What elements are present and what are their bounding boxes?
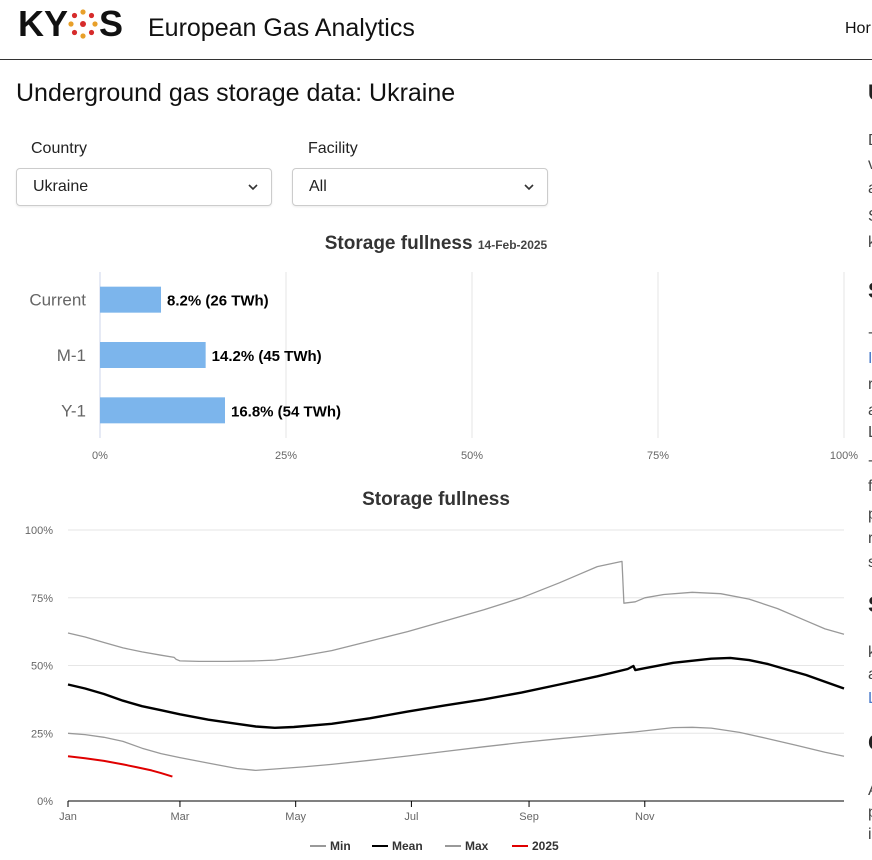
right-column-text: k (868, 644, 872, 661)
line-y-tick-label: 0% (37, 796, 53, 808)
facility-select-value: All (309, 178, 327, 195)
right-column-text: a (868, 180, 872, 198)
country-select-value: Ukraine (33, 178, 89, 195)
bar-x-tick-label: 0% (92, 450, 108, 462)
right-column-text: i (868, 826, 872, 843)
nav-home-link[interactable]: Hor (845, 20, 871, 37)
logo-o-dots (68, 9, 98, 39)
bar-data-label: 8.2% (26 TWh) (167, 293, 269, 310)
legend-item-max: Max (465, 839, 489, 853)
bar-current (100, 286, 162, 313)
line-x-tick-label: Sep (519, 811, 539, 823)
series-line-2025 (67, 755, 173, 778)
kyos-logo[interactable]: KY S (18, 6, 130, 42)
bar-m-1 (100, 342, 206, 368)
line-x-tick-label: Jul (404, 811, 418, 823)
line-x-tick-label: Jan (59, 811, 77, 823)
logo-text-s: S (99, 6, 123, 42)
right-column-text: D (868, 132, 872, 150)
right-column-text: a (868, 402, 872, 420)
right-column-text: s (868, 554, 872, 571)
line-chart-title: Storage fullness (362, 489, 510, 510)
legend-item-mean: Mean (392, 839, 423, 853)
site-title[interactable]: European Gas Analytics (148, 14, 415, 42)
bar-x-tick-label: 25% (275, 450, 297, 462)
bar-category-label: M-1 (57, 346, 86, 365)
right-column-text[interactable]: L (868, 690, 872, 708)
line-y-tick-label: 25% (31, 728, 53, 740)
bar-chart-title-text: Storage fullness (324, 233, 473, 254)
line-chart: 0% 25% 50% 75% 100% Jan Mar May Jul Sep Nov Min Mean… (25, 525, 845, 853)
page-title: Underground gas storage data: Ukraine (16, 79, 456, 107)
legend-item-2025: 2025 (532, 839, 559, 853)
line-x-tick-label: May (285, 811, 306, 823)
right-column-text: L (868, 424, 872, 442)
bar-x-tick-label: 75% (647, 450, 669, 462)
bar-category-label: Y-1 (61, 401, 86, 420)
right-column-text[interactable]: I (868, 350, 872, 367)
bar-x-tick-label: 100% (830, 450, 858, 462)
line-y-tick-label: 50% (31, 661, 53, 673)
facility-label: Facility (308, 140, 358, 157)
series-line-mean (67, 656, 845, 729)
right-column-text: k (868, 234, 872, 251)
right-column-text: A (868, 782, 872, 800)
right-column-heading: S (868, 278, 872, 304)
line-y-tick-label: 100% (25, 525, 53, 537)
right-column-text: a (868, 666, 872, 684)
right-column-heading: S (868, 592, 872, 618)
right-column-text: f (868, 478, 872, 495)
line-x-tick-label: Nov (635, 811, 655, 823)
right-column-text: p (868, 506, 872, 524)
right-column: UDvaSkS-IraL-fprsSkaLCApi (866, 60, 872, 860)
chevron-down-icon (248, 184, 258, 191)
right-column-heading: C (868, 730, 872, 756)
chevron-down-icon (524, 184, 534, 191)
bar-x-tick-label: 50% (461, 450, 483, 462)
right-column-text: p (868, 804, 872, 822)
facility-select[interactable]: All (292, 168, 548, 206)
right-column-text: r (868, 530, 872, 547)
line-x-tick-label: Mar (170, 811, 189, 823)
logo-text-ky: KY (18, 6, 68, 42)
bar-chart-date: 14-Feb-2025 (477, 238, 548, 252)
series-line-min (67, 726, 845, 772)
bar-y-1 (100, 397, 225, 424)
bar-category-label: Current (29, 291, 86, 310)
right-column-text: S (868, 208, 872, 226)
right-column-text: r (868, 376, 872, 393)
country-label: Country (31, 140, 88, 157)
right-column-text: - (868, 452, 872, 470)
bar-data-label: 16.8% (54 TWh) (231, 403, 341, 420)
line-y-tick-label: 75% (31, 593, 53, 605)
right-column-text: v (868, 156, 872, 173)
bar-chart: 0% 25% 50% 75% 100% Current 8.2% (26 TWh) M-1 14… (29, 272, 858, 462)
right-column-text: - (868, 324, 872, 342)
bar-data-label: 14.2% (45 TWh) (212, 348, 322, 365)
series-line-max (67, 560, 845, 663)
site-header: KY S European Gas Analytics Hor (0, 0, 872, 60)
legend-item-min: Min (330, 839, 351, 853)
right-column-heading: U (868, 80, 872, 106)
bar-chart-title: Storage fullness 14-Feb-2025 (0, 233, 872, 255)
country-select[interactable]: Ukraine (16, 168, 272, 206)
